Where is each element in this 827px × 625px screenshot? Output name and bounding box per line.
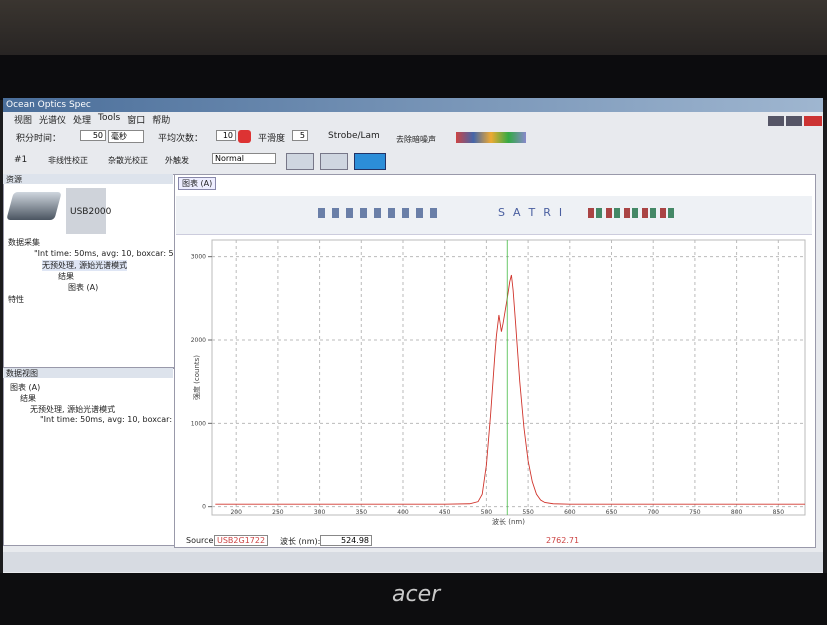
- y-tick-label: 2000: [191, 337, 206, 344]
- x-tick-label: 650: [606, 509, 618, 516]
- wavelength-input[interactable]: 524.98: [320, 535, 372, 546]
- chart: 0 1000 2000 3000 200 250 300 350 400 450 500 550 600…: [0, 0, 827, 625]
- x-tick-label: 250: [272, 509, 284, 516]
- brand: acer: [392, 582, 440, 607]
- y-tick-label: 1000: [191, 420, 206, 427]
- intensity-readout: 2762.71: [546, 536, 579, 545]
- status-strip: [3, 552, 823, 572]
- x-tick-label: 350: [356, 509, 368, 516]
- label: Source:: [186, 536, 216, 545]
- x-tick-label: 450: [439, 509, 451, 516]
- x-tick-label: 600: [564, 509, 576, 516]
- x-tick-label: 800: [731, 509, 743, 516]
- x-tick-label: 700: [647, 509, 659, 516]
- y-tick-label: 0: [202, 504, 206, 511]
- x-tick-label: 300: [314, 509, 326, 516]
- x-tick-label: 550: [522, 509, 534, 516]
- page: Ocean Optics Spec 视图光谱仪处理Tools窗口帮助 积分时间：…: [0, 0, 827, 625]
- plot-area: [212, 240, 805, 515]
- x-axis-label: 波长 (nm): [492, 517, 525, 526]
- x-tick-label: 750: [689, 509, 701, 516]
- source-dropdown[interactable]: USB2G1722: [214, 535, 268, 546]
- y-tick-label: 3000: [191, 254, 206, 261]
- label: 波长 (nm):: [280, 536, 320, 547]
- x-tick-label: 500: [481, 509, 493, 516]
- x-tick-label: 400: [397, 509, 409, 516]
- x-tick-label: 850: [773, 509, 785, 516]
- x-tick-label: 200: [230, 509, 242, 516]
- y-axis-label: 强度 (counts): [192, 355, 201, 400]
